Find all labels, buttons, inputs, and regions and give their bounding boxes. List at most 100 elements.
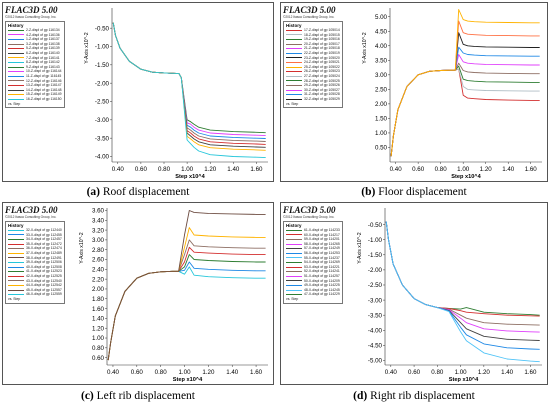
legend-label: 4-Z-displ of gp 116136 [26, 32, 60, 37]
legend-item: 13-Z-displ of gp 116147 [8, 83, 62, 88]
legend-item: 35-X-displ of gp 112472 [8, 242, 62, 247]
legend-swatch [8, 243, 24, 245]
legend-item: 57-X-displ of gp 114249 [286, 246, 340, 251]
legend-label: 54-X-displ of gp 114269 [304, 260, 340, 265]
legend-label: 41-X-displ of gp 112523 [26, 269, 62, 274]
legend: FLAC3D 5.00 ©2012 Itasca Consulting Group… [5, 5, 65, 109]
legend-swatch [286, 271, 302, 273]
x-tick-label: 1.60 [250, 369, 263, 376]
legend-label: 33-X-displ of gp 112455 [26, 232, 62, 237]
legend-swatch [8, 71, 24, 73]
legend-item: 44-X-displ of gp 112542 [8, 283, 62, 288]
legend-label: 26-Z-displ of gp 105023 [304, 69, 340, 74]
x-tick-label: 1.40 [226, 369, 239, 376]
legend-label: 13-Z-displ of gp 116147 [26, 83, 62, 88]
y-tick-label: -1.50 [368, 252, 383, 259]
legend-item: 37-X-displ of gp 112489 [8, 251, 62, 256]
legend-swatch [286, 89, 302, 91]
series-line [107, 210, 266, 361]
chart-right-rib-displacement: -0.50 -1.00 -1.50 -2.00 -2.50 -3.00 -3.50 -4.00… [357, 208, 542, 383]
legend-swatch [8, 266, 24, 268]
series-line [385, 221, 540, 350]
legend-item: 46-X-displ of gp 112559 [8, 292, 62, 297]
series-line [107, 261, 266, 361]
y-tick-label: 4.00 [375, 43, 388, 50]
legend-item: 4-Z-displ of gp 116136 [8, 33, 62, 38]
legend-item: 24-Z-displ of gp 105021 [286, 60, 340, 65]
legend-item: 43-X-displ of gp 112540 [8, 279, 62, 284]
legend-label: 39-X-displ of gp 112506 [26, 260, 62, 265]
y-tick-label: 3.00 [92, 237, 105, 244]
legend-swatch [8, 66, 24, 68]
caption-text: Roof displacement [102, 186, 190, 198]
x-tick-label: 0.40 [390, 166, 403, 173]
legend: FLAC3D 5.00 ©2012 Itasca Consulting Group… [283, 5, 343, 109]
legend-item: 30-Z-displ of gp 105027 [286, 88, 340, 93]
x-tick-label: 1.00 [178, 369, 191, 376]
legend-label: 16-Z-displ of gp 116150 [26, 96, 62, 101]
series-line [390, 9, 540, 157]
legend-item: 49-X-displ of gp 114225 [286, 283, 340, 288]
legend-item: 47-X-displ of gp 114229 [286, 292, 340, 297]
series-line [385, 221, 540, 316]
series-line [385, 221, 540, 341]
legend-label: 18-Z-displ of gp 105015 [304, 32, 340, 37]
legend-swatch [286, 61, 302, 63]
legend-label: 37-X-displ of gp 112489 [26, 250, 62, 255]
legend-label: 55-X-displ of gp 114237 [304, 255, 340, 260]
legend-swatch [286, 43, 302, 45]
legend-swatch [286, 294, 302, 296]
legend-item: 8-Z-displ of gp 116142 [8, 60, 62, 65]
y-tick-label: 1.00 [92, 335, 105, 342]
software-title: FLAC3D 5.00 [5, 205, 58, 215]
x-tick-label: 1.20 [480, 166, 493, 173]
panel-c: 0.60 0.80 1.00 1.20 1.40 1.60 1.80 2.00 2.20 2.40… [2, 202, 274, 406]
legend-label: 7-Z-displ of gp 116141 [26, 55, 60, 60]
y-axis-label: Y-Axis x10^-2 [362, 32, 368, 63]
legend-label: 19-Z-displ of gp 105016 [304, 37, 340, 42]
y-tick-label: 2.50 [375, 87, 388, 94]
legend-swatch [8, 98, 24, 100]
legend-label: 35-X-displ of gp 112472 [26, 241, 62, 246]
legend-footer: vs. Step [286, 296, 299, 301]
series-line [107, 266, 266, 361]
legend-swatch [8, 89, 24, 91]
legend-item: 12-Z-displ of gp 116146 [8, 79, 62, 84]
legend-swatch [286, 229, 302, 231]
history-legend: History 61-X-displ of gp 114233 60-X-displ… [283, 221, 343, 304]
legend-swatch [8, 238, 24, 240]
series-line [107, 246, 266, 361]
legend-label: 49-X-displ of gp 114225 [304, 283, 340, 288]
legend-item: 3-Z-displ of gp 116138 [8, 42, 62, 47]
legend-item: 17-Z-displ of gp 105014 [286, 28, 340, 33]
legend-swatch [286, 66, 302, 68]
company-label: ©2012 Itasca Consulting Group, Inc. [283, 215, 335, 219]
legend-label: 40-X-displ of gp 112508 [26, 264, 62, 269]
caption-text: Right rib displacement [370, 390, 475, 402]
legend-label: 42-X-displ of gp 112525 [26, 273, 62, 278]
legend-label: 2-Z-displ of gp 116134 [26, 28, 60, 32]
y-tick-label: 2.00 [92, 286, 105, 293]
y-tick-label: -3.50 [368, 312, 383, 319]
y-tick-label: -1.00 [368, 237, 383, 244]
caption-letter: (d) [353, 390, 368, 402]
legend-swatch [8, 248, 24, 250]
legend-item: 50-X-displ of gp 114209 [286, 279, 340, 284]
legend-swatch [8, 271, 24, 273]
y-tick-label: -4.50 [368, 343, 383, 350]
series-line [390, 20, 540, 157]
legend: FLAC3D 5.00 ©2012 Itasca Consulting Group… [5, 205, 65, 304]
y-tick-label: 3.60 [92, 208, 105, 215]
legend-label: 22-Z-displ of gp 105019 [304, 50, 340, 55]
x-tick-label: 0.60 [131, 369, 144, 376]
y-tick-label: 2.20 [92, 276, 105, 283]
series-line [385, 221, 540, 326]
legend-label: 25-Z-displ of gp 105022 [304, 64, 340, 69]
legend-swatch [8, 34, 24, 36]
legend-label: 57-X-displ of gp 114249 [304, 246, 340, 251]
legend-swatch [286, 252, 302, 254]
legend-label: 15-Z-displ of gp 116149 [26, 92, 62, 97]
legend-swatch [286, 48, 302, 50]
history-legend: History 2-Z-displ of gp 116134 4-Z-displ o… [5, 21, 65, 109]
y-tick-label: 4.50 [375, 28, 388, 35]
